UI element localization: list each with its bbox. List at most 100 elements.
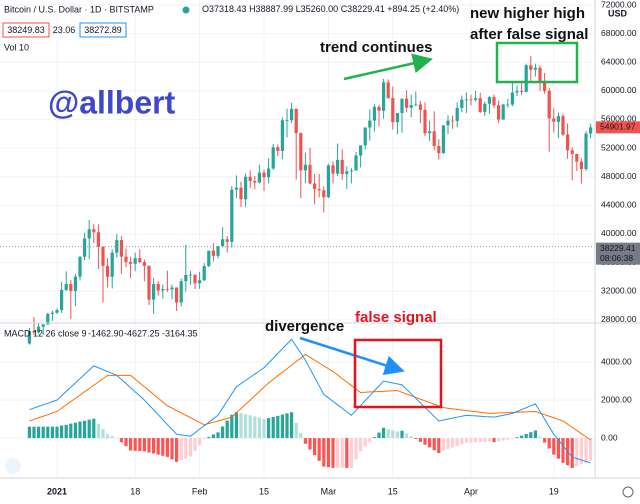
candle-body (267, 168, 271, 178)
histogram-bar (409, 436, 413, 439)
histogram-bar (276, 415, 280, 439)
change-value: +894.25 (+2.40%) (387, 4, 459, 14)
buy-box[interactable] (79, 22, 127, 38)
histogram-bar (483, 438, 487, 442)
candle-body (566, 134, 570, 151)
candle-body (27, 331, 31, 344)
candle-body (262, 172, 266, 178)
y-tick-label: 72000.00 (601, 0, 637, 9)
signal-line (29, 353, 591, 441)
histogram-bar (405, 433, 409, 439)
logo (5, 458, 21, 474)
candle-body (156, 284, 160, 291)
candle-body (285, 120, 289, 122)
candle-body (115, 240, 119, 253)
candle-body (423, 109, 427, 134)
macd-line (29, 338, 591, 464)
candle-body (418, 104, 422, 110)
candle-body (570, 150, 574, 154)
candle-body (372, 106, 376, 121)
candle-body (506, 104, 510, 106)
x-tick-label: 15 (259, 486, 269, 496)
histogram-bar (400, 430, 404, 439)
histogram-bar (96, 423, 100, 439)
histogram-bar (543, 438, 547, 443)
last-price-tag (596, 121, 640, 134)
trend-arrow (343, 53, 433, 81)
high-value: H38887.99 (249, 4, 293, 14)
histogram-bar (382, 427, 386, 439)
histogram-bar (340, 438, 344, 468)
histogram-bar (497, 438, 501, 442)
histogram-bar (561, 438, 565, 463)
labels: 202118Feb15Mar15Apr1928000.0032000.00360… (47, 0, 640, 496)
histogram-bar (492, 438, 496, 443)
candle-body (37, 326, 41, 333)
candle-body (359, 145, 363, 156)
histogram-bar (570, 438, 574, 468)
y-tick-label: 0.00 (601, 432, 618, 442)
x-tick-label: 15 (388, 486, 398, 496)
histogram-bar (579, 438, 583, 465)
candle-body (257, 172, 261, 183)
crosshair-price: 38229.41 (600, 243, 636, 253)
y-tick-label: 2000.00 (601, 394, 632, 404)
y-tick-label: 64000.00 (601, 57, 637, 67)
candle-body (579, 161, 583, 170)
sell-price: 38249.83 (7, 25, 45, 35)
candle-body (106, 265, 110, 277)
histogram-bar (46, 426, 50, 439)
higher-high-box (495, 41, 579, 84)
sell-box[interactable] (2, 22, 50, 38)
histogram-bar (37, 426, 41, 439)
candle-body (184, 274, 188, 282)
candle-body (32, 331, 36, 333)
candle-body (322, 190, 326, 198)
candle-body (474, 98, 478, 100)
histogram-bar (285, 413, 289, 439)
candle-body (363, 127, 367, 146)
histogram-bar (110, 436, 114, 439)
low-value: L35260.00 (296, 4, 339, 14)
candle-body (386, 82, 390, 99)
candle-body (368, 120, 372, 128)
false-signal-note: false signal (355, 309, 437, 326)
candle-body (451, 120, 455, 122)
candle-body (133, 258, 137, 264)
candle-body (336, 159, 340, 174)
y-tick-label: 40000.00 (601, 228, 637, 238)
candle-body (170, 287, 174, 290)
histogram-bar (322, 438, 326, 467)
candle-body (87, 229, 91, 239)
candle-body (349, 170, 353, 172)
candle-body (294, 108, 298, 134)
candle-body (138, 258, 142, 263)
histogram-bar (524, 433, 528, 439)
candle-body (69, 284, 73, 292)
candle-body (340, 159, 344, 175)
y-tick-label: 32000.00 (601, 285, 637, 295)
histogram-legend-value: -1462.90 (88, 328, 124, 338)
histogram-bar (368, 438, 372, 442)
candle-body (354, 155, 358, 171)
histogram-bar (529, 432, 533, 439)
histogram-bar (239, 412, 243, 439)
histogram-bar (216, 432, 220, 439)
histogram-bar (464, 438, 468, 443)
x-tick-label: Apr (464, 486, 478, 496)
histogram-bar (87, 419, 91, 439)
histogram-bar (156, 438, 160, 455)
macd-title: MACD 12 26 close 9 (4, 328, 87, 338)
histogram-bar (372, 437, 376, 439)
candle-body (529, 65, 533, 70)
candle-body (64, 284, 68, 290)
histogram-bar (271, 416, 275, 439)
candle-body (101, 246, 105, 266)
candle-body (547, 90, 551, 119)
candle-body (437, 145, 441, 154)
histogram-bar (257, 417, 261, 439)
settings-icon[interactable] (622, 486, 634, 498)
candle-body (589, 127, 593, 134)
y-tick-label: 44000.00 (601, 200, 637, 210)
histogram-bar (432, 438, 436, 451)
